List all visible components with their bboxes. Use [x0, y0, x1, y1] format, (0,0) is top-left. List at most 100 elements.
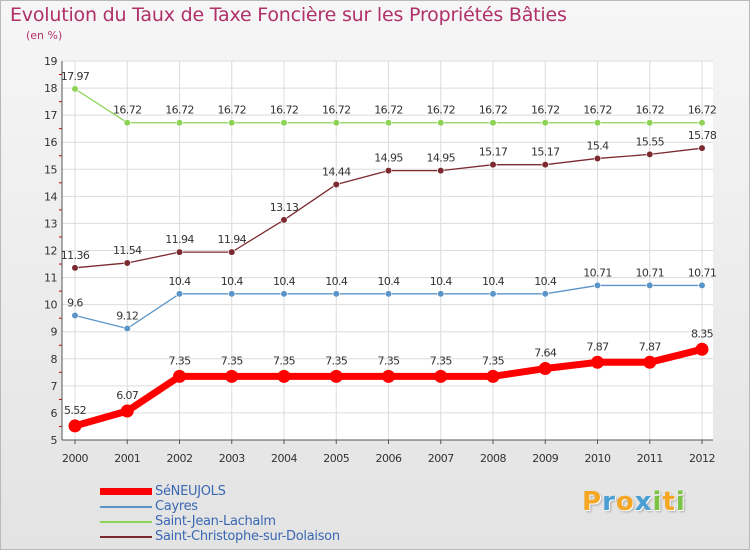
data-label: 7.35 — [273, 354, 296, 367]
data-label: 15.78 — [688, 129, 717, 142]
data-label: 15.17 — [479, 146, 508, 159]
data-label: 5.52 — [64, 404, 86, 417]
logo-letter: i — [652, 487, 663, 517]
data-point — [541, 119, 549, 127]
data-point — [437, 119, 445, 127]
data-point — [332, 119, 340, 127]
data-label: 15.55 — [636, 135, 665, 148]
data-label: 7.87 — [639, 340, 662, 353]
data-point — [643, 355, 657, 369]
data-point — [120, 404, 134, 418]
data-label: 10.4 — [534, 275, 557, 288]
logo-letter: r — [602, 487, 616, 517]
data-point — [228, 248, 236, 256]
data-label: 6.07 — [116, 389, 139, 402]
data-label: 10.4 — [221, 275, 244, 288]
data-point — [698, 144, 706, 152]
y-tick-label: 8 — [51, 353, 58, 366]
data-point — [175, 119, 184, 127]
legend-label: Saint-Christophe-sur-Dolaison — [155, 529, 340, 544]
data-point — [228, 119, 236, 127]
data-point — [175, 248, 184, 256]
axis-layer: 5 6 7 8 9 10 11 12 13 14 15 16 17 18 19 2000 2001 2002 200… — [44, 55, 716, 465]
data-label-layer: 11.36 11.54 11.94 11.94 13.13 14.44 14.95 14.95… — [61, 70, 718, 417]
data-label: 13.13 — [270, 201, 299, 214]
data-point — [695, 342, 709, 356]
data-point — [489, 119, 497, 127]
y-tick-label: 13 — [44, 217, 57, 230]
y-tick-label: 17 — [44, 109, 57, 122]
x-tick-label: 2011 — [637, 452, 663, 465]
data-label: 7.35 — [377, 354, 400, 367]
x-tick-label: 2000 — [62, 452, 88, 465]
y-tick-label: 11 — [44, 272, 57, 285]
data-label: 7.35 — [221, 354, 244, 367]
data-point — [332, 180, 340, 189]
data-point — [280, 290, 288, 298]
data-label: 8.35 — [691, 327, 714, 340]
y-tick-label: 15 — [44, 163, 57, 176]
data-point — [329, 369, 343, 383]
data-label: 11.54 — [113, 244, 142, 257]
data-label: 16.72 — [113, 104, 142, 117]
grid-layer — [62, 60, 713, 441]
data-label: 11.36 — [61, 249, 90, 262]
data-point — [698, 119, 706, 127]
y-tick-label: 16 — [44, 136, 57, 149]
data-label: 16.72 — [479, 104, 508, 117]
logo-letter: i — [675, 487, 686, 517]
legend-swatch — [100, 505, 152, 508]
x-tick-label: 2008 — [480, 452, 506, 465]
x-tick-label: 2006 — [376, 452, 402, 465]
data-point — [593, 281, 602, 290]
data-point — [486, 369, 500, 383]
x-tick-label: 2002 — [167, 452, 193, 465]
data-label: 10.4 — [430, 275, 453, 288]
legend-label: SéNEUJOLS — [155, 484, 226, 499]
data-point — [68, 419, 82, 433]
legend-label: Saint-Jean-Lachalm — [155, 514, 276, 529]
legend-swatch — [100, 488, 152, 495]
data-label: 14.44 — [322, 165, 351, 178]
data-point — [489, 290, 497, 298]
series-layer — [68, 85, 709, 433]
data-label: 10.71 — [688, 266, 717, 279]
data-point — [384, 290, 393, 298]
data-point — [646, 281, 654, 290]
data-label: 7.35 — [482, 354, 505, 367]
data-label: 7.64 — [534, 347, 557, 360]
data-label: 16.72 — [165, 104, 194, 117]
y-tick-label: 5 — [51, 434, 58, 447]
x-tick-label: 2007 — [428, 452, 454, 465]
data-point — [437, 167, 445, 175]
y-tick-label: 14 — [44, 190, 57, 203]
y-tick-label: 18 — [44, 82, 57, 95]
data-label: 7.87 — [586, 340, 609, 353]
y-tick-label: 6 — [51, 407, 58, 420]
x-tick-label: 2010 — [585, 452, 611, 465]
data-point — [382, 369, 395, 383]
data-point — [538, 362, 552, 376]
x-tick-label: 2004 — [271, 452, 297, 465]
data-point — [541, 161, 549, 169]
data-point — [71, 85, 79, 93]
chart-title: Evolution du Taux de Taxe Foncière sur l… — [10, 4, 567, 26]
data-point — [332, 290, 340, 298]
data-label: 16.72 — [427, 104, 456, 117]
data-point — [71, 264, 79, 272]
logo-letter: o — [615, 487, 635, 517]
x-tick-label: 2012 — [689, 452, 715, 465]
proxiti-logo: Proxiti — [582, 487, 686, 517]
y-tick-label: 9 — [51, 326, 58, 339]
data-point — [593, 119, 602, 127]
data-label: 10.4 — [325, 275, 348, 288]
data-point — [384, 167, 393, 175]
data-label: 10.71 — [636, 266, 665, 279]
data-point — [437, 290, 445, 298]
data-label: 10.4 — [168, 275, 191, 288]
data-point — [123, 324, 131, 333]
y-tick-label: 12 — [44, 245, 57, 258]
data-label: 16.72 — [218, 104, 247, 117]
x-tick-label: 2001 — [114, 452, 140, 465]
